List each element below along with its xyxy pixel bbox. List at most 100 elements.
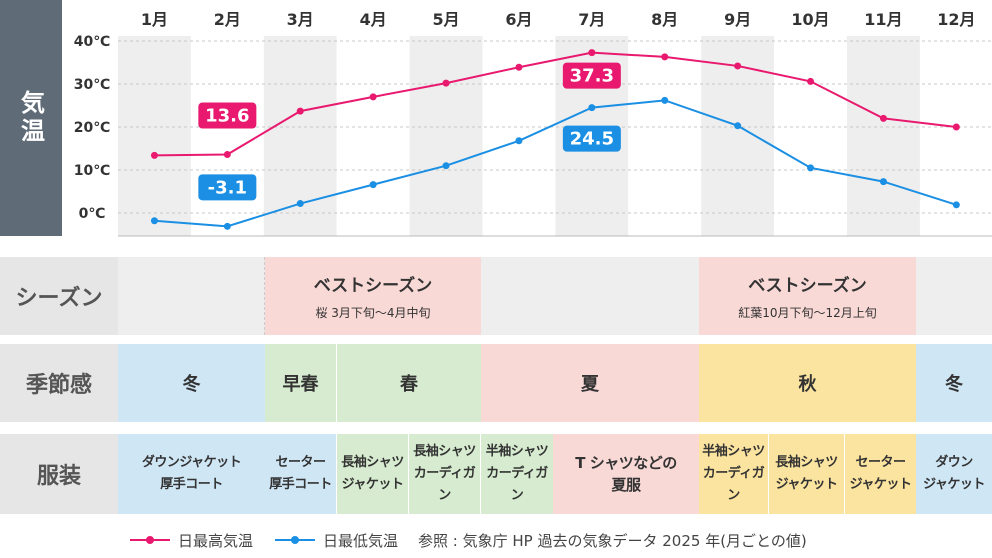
month-column: [118, 36, 191, 236]
clothes-line: 長袖シャツ: [775, 455, 838, 470]
low-temp-line: [154, 99, 957, 228]
month-label: 4月: [360, 10, 387, 29]
clothes-cell: 半袖シャツ カーディガン: [481, 434, 553, 514]
clothes-row-label: 服装: [0, 434, 118, 514]
season-best-autumn: ベストシーズン 紅葉10月下旬〜12月上旬: [699, 257, 916, 335]
season-best-autumn-sub: 紅葉10月下旬〜12月上旬: [738, 306, 877, 320]
high-temp-point: [807, 77, 815, 85]
season-best-spring: ベストシーズン 桜 3月下旬〜4月中旬: [265, 257, 481, 335]
low-temp-point: [952, 201, 960, 209]
low-temp-point: [515, 137, 523, 145]
value-callout-box: [562, 62, 621, 89]
value-callout: -3.1: [198, 174, 257, 201]
high-temp-point: [879, 114, 887, 122]
month-label: 10月: [791, 10, 829, 29]
high-temp-point: [223, 151, 231, 159]
y-tick-label: 10℃: [74, 163, 110, 179]
value-callout-box: [198, 174, 257, 201]
month-column: [774, 36, 847, 236]
high-temp-point: [515, 63, 523, 71]
feel-spring: 春: [337, 344, 481, 422]
high-temp-line: [154, 51, 957, 157]
month-label: 2月: [214, 10, 241, 29]
feel-row-label: 季節感: [0, 344, 118, 422]
clothes-line: カーディガン: [413, 466, 476, 503]
low-temp-point: [150, 217, 158, 225]
high-temp-point: [442, 79, 450, 87]
legend-source-note: 参照 : 気象庁 HP 過去の気象データ 2025 年(月ごとの値): [418, 531, 807, 550]
month-label: 6月: [505, 10, 532, 29]
clothes-line: ジャケット: [849, 477, 912, 492]
value-callout-label: 37.3: [570, 66, 614, 87]
feel-winter: 冬: [118, 344, 265, 422]
clothes-line: セーター: [855, 455, 906, 470]
month-label: 5月: [432, 10, 459, 29]
clothes-cell: 長袖シャツジャケット: [337, 434, 409, 514]
value-callout-box: [198, 102, 257, 129]
clothes-line: 長袖シャツ: [413, 444, 476, 459]
high-temp-point: [296, 107, 304, 115]
clothes-row: 服装 ダウンジャケット 厚手コート セーター 厚手コート 長袖シャツ ジャケット 長袖…: [0, 434, 992, 514]
month-column: [190, 36, 264, 236]
season-base-summer: [481, 257, 699, 335]
month-label: 8月: [651, 10, 678, 29]
clothes-line: 厚手コート: [269, 477, 332, 492]
low-temp-point: [879, 178, 887, 186]
season-row-label: シーズン: [0, 257, 118, 335]
month-column: [409, 36, 483, 236]
value-callout-box: [562, 125, 621, 152]
clothes-line: 半袖シャツ: [702, 444, 765, 459]
low-temp-point: [296, 200, 304, 208]
legend-low-label: 日最低気温: [323, 531, 399, 550]
season-row: シーズン ベストシーズン 桜 3月下旬〜4月中旬 ベストシーズン 紅葉10月下旬…: [0, 257, 992, 335]
season-base-winter: [118, 257, 265, 335]
feel-summer: 夏: [481, 344, 699, 422]
value-callout: 24.5: [562, 125, 621, 152]
low-temp-point: [734, 122, 742, 130]
low-temp-point: [588, 104, 596, 112]
y-tick-label: 30℃: [74, 77, 110, 93]
temperature-chart: 1月 2月 3月 4月 5月 6月 7月 8月 9月 10月 11月 12月 40℃ 30℃ 20℃ 10℃ 0…: [74, 10, 992, 237]
month-label: 11月: [864, 10, 902, 29]
clothes-line: 長袖シャツ: [341, 455, 404, 470]
value-callout: 37.3: [562, 62, 621, 89]
high-temp-point: [588, 49, 596, 57]
legend-high-marker: [130, 533, 170, 547]
clothes-line: 夏服: [611, 476, 641, 494]
month-label: 12月: [937, 10, 975, 29]
clothes-cell: 半袖シャツカーディガン: [699, 434, 769, 514]
clothes-line: ジャケット: [341, 477, 404, 492]
low-temp-point: [442, 162, 450, 170]
month-column: [847, 36, 920, 236]
clothes-line: ダウンジャケット: [141, 455, 242, 470]
clothes-line: カーディガン: [486, 466, 548, 503]
clothes-cell: T シャツなどの 夏服: [553, 434, 699, 514]
high-temp-point: [734, 62, 742, 70]
y-tick-label: 40℃: [74, 34, 110, 50]
month-column: [336, 36, 410, 236]
clothes-cell: ダウンジャケット 厚手コート: [118, 434, 265, 514]
month-column: [628, 36, 702, 236]
clothes-line: カーディガン: [702, 466, 765, 503]
clothes-line: ダウン: [935, 455, 973, 470]
season-best-spring-sub: 桜 3月下旬〜4月中旬: [315, 306, 431, 320]
season-best-spring-title: ベストシーズン: [313, 276, 433, 296]
clothes-cell: セーター ジャケット: [845, 434, 916, 514]
season-best-autumn-title: ベストシーズン: [748, 276, 867, 296]
clothes-cell: ダウン ジャケット: [916, 434, 992, 514]
feel-early-spring: 早春: [265, 344, 337, 422]
value-callout-label: 24.5: [570, 129, 614, 150]
y-tick-label: 0℃: [79, 206, 106, 222]
high-temp-point: [369, 93, 377, 101]
clothes-line: ジャケット: [775, 477, 838, 492]
month-label: 7月: [578, 10, 605, 29]
high-temp-point: [661, 53, 669, 61]
clothes-line: 厚手コート: [160, 477, 223, 492]
clothes-cell: 長袖シャツカーディガン: [409, 434, 481, 514]
chart-legend: 日最高気温 日最低気温 参照 : 気象庁 HP 過去の気象データ 2025 年(…: [130, 526, 807, 554]
low-temp-point: [661, 96, 669, 104]
clothes-line: セーター: [275, 455, 326, 470]
clothes-line: T シャツなどの: [575, 454, 677, 472]
value-callout-label: -3.1: [208, 177, 247, 198]
feel-winter-december: 冬: [916, 344, 992, 422]
